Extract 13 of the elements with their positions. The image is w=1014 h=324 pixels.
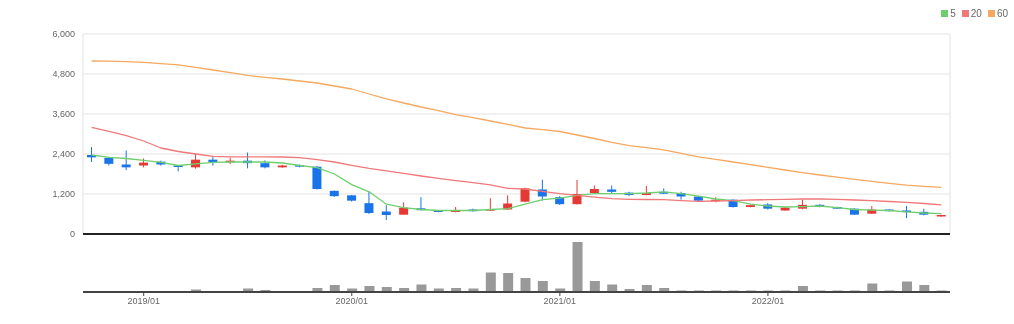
x-tick-label: 2021/01 — [543, 296, 577, 307]
legend-label: 60 — [996, 8, 1008, 19]
x-tick-label: 2019/01 — [127, 296, 160, 307]
y-tick-label: 2,400 — [52, 149, 75, 160]
y-tick-label: 4,800 — [52, 69, 75, 80]
y-tick-label: 0 — [69, 229, 75, 240]
x-tick-label: 2022/01 — [751, 296, 785, 307]
y-tick-label: 3,600 — [52, 109, 75, 120]
legend-label: 5 — [950, 8, 956, 19]
y-tick-label: 1,200 — [52, 189, 75, 200]
legend-label: 20 — [970, 8, 982, 19]
x-tick-label: 2020/01 — [335, 296, 369, 307]
y-tick-label: 6,000 — [52, 29, 75, 40]
